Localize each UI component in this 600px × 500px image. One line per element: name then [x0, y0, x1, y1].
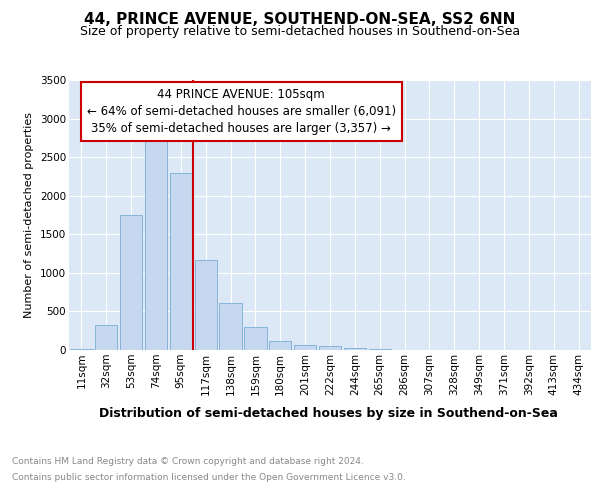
Text: 44, PRINCE AVENUE, SOUTHEND-ON-SEA, SS2 6NN: 44, PRINCE AVENUE, SOUTHEND-ON-SEA, SS2 … [85, 12, 515, 28]
Bar [269, 340, 292, 350]
Bar [220, 304, 242, 350]
Bar [294, 344, 316, 350]
Bar [344, 348, 366, 350]
Y-axis label: Number of semi-detached properties: Number of semi-detached properties [25, 112, 34, 318]
Text: 44 PRINCE AVENUE: 105sqm
← 64% of semi-detached houses are smaller (6,091)
35% o: 44 PRINCE AVENUE: 105sqm ← 64% of semi-d… [86, 88, 396, 135]
Bar [319, 346, 341, 350]
Bar [120, 215, 142, 350]
Bar [145, 126, 167, 350]
Bar [368, 349, 391, 350]
Bar [95, 324, 118, 350]
Bar [244, 327, 266, 350]
Text: Contains HM Land Registry data © Crown copyright and database right 2024.: Contains HM Land Registry data © Crown c… [12, 458, 364, 466]
Bar [70, 349, 92, 350]
Text: Distribution of semi-detached houses by size in Southend-on-Sea: Distribution of semi-detached houses by … [100, 408, 558, 420]
Bar [194, 260, 217, 350]
Text: Contains public sector information licensed under the Open Government Licence v3: Contains public sector information licen… [12, 472, 406, 482]
Bar [170, 172, 192, 350]
Text: Size of property relative to semi-detached houses in Southend-on-Sea: Size of property relative to semi-detach… [80, 25, 520, 38]
